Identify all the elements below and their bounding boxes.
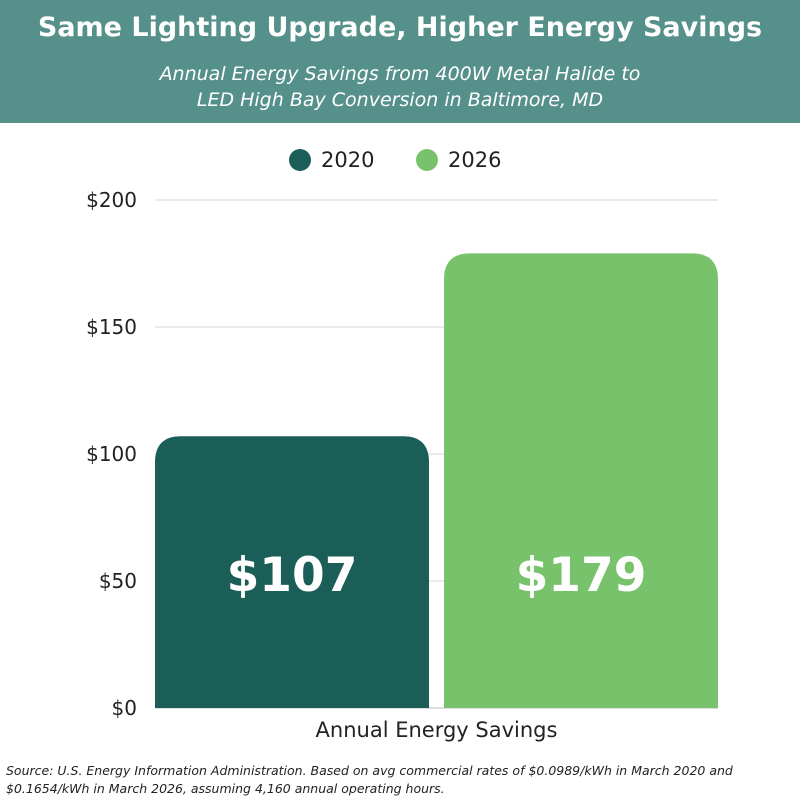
data-label-2026: $179 [516,548,647,603]
y-tick-label: $200 [86,188,137,212]
bar-2020 [155,436,429,708]
source-note: Source: U.S. Energy Information Administ… [6,762,796,798]
subtitle-line-1: Annual Energy Savings from 400W Metal Ha… [159,63,641,85]
legend-item-2020: 2020 [289,148,374,172]
legend-label-2020: 2020 [321,148,375,172]
legend-item-2026: 2026 [416,148,501,172]
source-line-1: Source: U.S. Energy Information Administ… [6,763,733,778]
legend-label-2026: 2026 [448,148,502,172]
y-tick-label: $50 [99,569,137,593]
legend-swatch-2026 [416,149,438,171]
chart-legend: 2020 2026 [0,148,800,174]
bar-2026 [444,253,718,708]
y-tick-label: $0 [112,696,137,720]
chart-header: Same Lighting Upgrade, Higher Energy Sav… [0,0,800,123]
y-tick-label: $150 [86,315,137,339]
y-tick-label: $100 [86,442,137,466]
x-axis-category-label: Annual Energy Savings [316,718,558,742]
legend-swatch-2020 [289,149,311,171]
source-line-2: $0.1654/kWh in March 2026, assuming 4,16… [6,781,445,796]
chart-title: Same Lighting Upgrade, Higher Energy Sav… [37,12,763,43]
subtitle-line-2: LED High Bay Conversion in Baltimore, MD [196,89,604,111]
data-label-2020: $107 [227,548,358,603]
chart-subtitle: Annual Energy Savings from 400W Metal Ha… [0,61,800,113]
